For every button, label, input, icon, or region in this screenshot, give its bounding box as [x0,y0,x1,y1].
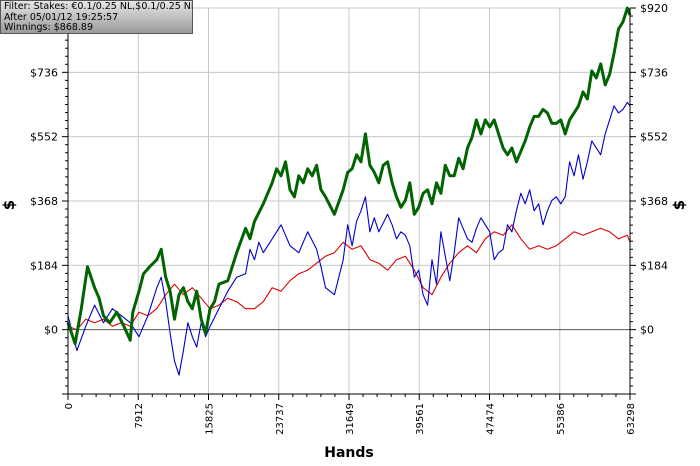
y-tick-label-right: $552 [640,131,668,144]
y-tick-label-right: $0 [640,324,654,337]
y-tick-label-right: $920 [640,2,668,15]
y-tick-label-left: $736 [30,66,58,79]
x-axis-label: Hands [324,445,374,461]
filter-date-text: After 05/01/12 19:25:57 [4,11,119,23]
x-tick-label: 39561 [415,403,426,435]
x-tick-label: 47474 [486,403,497,435]
x-tick-label: 7912 [134,403,145,428]
x-tick-label: 15825 [205,403,216,435]
filter-info-box: Filter: Stakes: €0.1/0.25 NL,$0.1/0.25 N… [0,0,193,34]
x-tick-label: 55386 [556,403,567,435]
y-tick-label-right: $736 [640,66,668,79]
y-tick-label-left: $368 [30,195,58,208]
y-axis-label-right: $ [670,200,688,210]
y-tick-label-left: $184 [30,259,58,272]
filter-stakes-text: Filter: Stakes: €0.1/0.25 NL,$0.1/0.25 N… [4,1,193,12]
x-tick-label: 31649 [345,403,356,435]
winnings-line [66,6,632,346]
showdown-line [67,101,631,376]
winnings-text: Winnings: $868.89 [4,22,94,34]
axes [62,7,636,400]
x-tick-label: 63298 [626,403,637,435]
y-tick-label-right: $368 [640,195,668,208]
x-tick-label: 0 [64,403,75,409]
y-tick-label-right: $184 [640,259,668,272]
non-showdown-line [67,224,631,331]
y-axis-label-left: $ [0,200,18,210]
series-lines [66,6,632,376]
x-tick-label: 23737 [275,403,286,435]
grid-lines [67,7,631,394]
y-tick-label-left: $552 [30,131,58,144]
y-tick-label-left: $0 [44,324,58,337]
